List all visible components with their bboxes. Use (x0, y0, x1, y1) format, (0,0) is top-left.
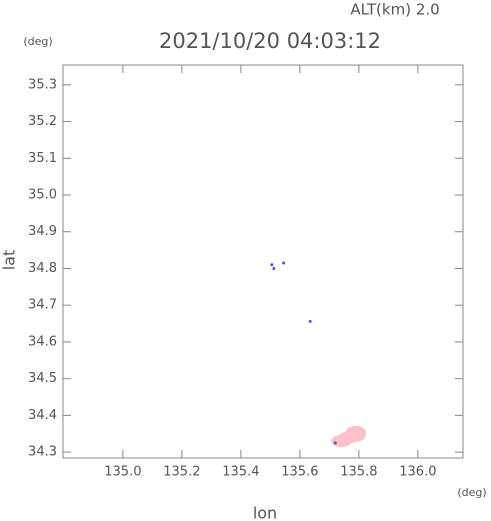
y-tick-label: 34.7 (28, 298, 57, 313)
y-tick-label: 34.9 (28, 224, 57, 239)
x-tick-label: 136.0 (399, 465, 436, 480)
x-tick-label: 135.8 (340, 465, 377, 480)
x-tick-label: 135.4 (222, 465, 259, 480)
y-unit: (deg) (23, 35, 52, 48)
echo-point (333, 441, 337, 445)
echo-point (308, 319, 312, 323)
y-tick-label: 35.0 (28, 188, 57, 203)
x-tick-label: 135.2 (163, 465, 200, 480)
y-tick-label: 35.2 (28, 114, 57, 129)
echo-point (270, 263, 274, 267)
plot-frame (62, 64, 464, 459)
y-tick-label: 35.1 (28, 151, 57, 166)
y-tick-label: 35.3 (28, 77, 57, 92)
x-tick-label: 135.6 (281, 465, 318, 480)
x-axis-label: lon (253, 504, 277, 521)
y-tick-label: 34.8 (28, 261, 57, 276)
y-axis-label: lat (0, 250, 19, 271)
x-tick-label: 135.0 (104, 465, 141, 480)
echo-point (282, 261, 286, 265)
y-tick-label: 34.5 (28, 371, 57, 386)
y-tick-label: 34.3 (28, 445, 57, 460)
echo-point (272, 266, 276, 270)
echo-point (345, 425, 366, 438)
annotation: ALT(km) 2.0 (350, 1, 439, 19)
x-unit: (deg) (457, 486, 486, 499)
chart-title: 2021/10/20 04:03:12 (159, 29, 381, 53)
y-tick-label: 34.6 (28, 334, 57, 349)
y-tick-label: 34.4 (28, 408, 57, 423)
